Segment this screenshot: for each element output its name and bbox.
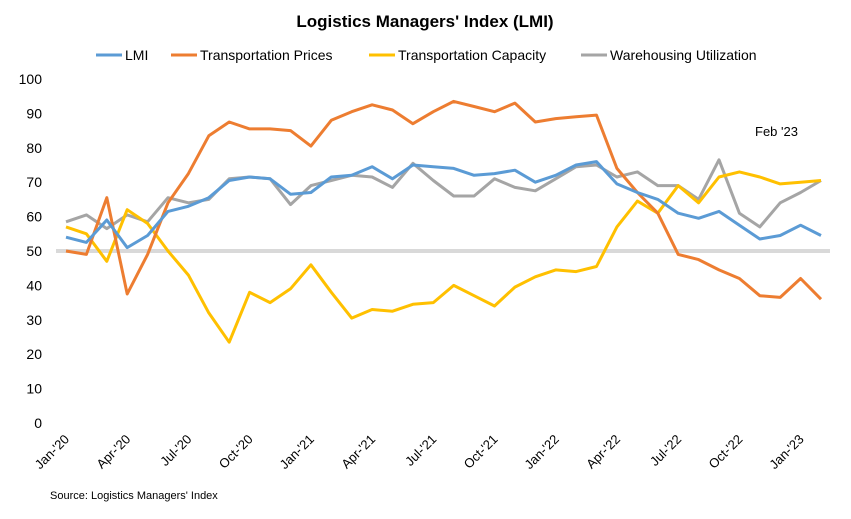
y-tick-label: 30 <box>26 312 42 328</box>
x-tick-label: Jul-'21 <box>402 432 439 469</box>
x-tick-label: Apr-'20 <box>93 432 133 472</box>
y-tick-label: 50 <box>26 243 42 259</box>
series-line-transportation-capacity <box>65 170 822 344</box>
y-tick-label: 60 <box>26 209 42 225</box>
series-line-warehousing-utilization <box>65 158 822 231</box>
source-note: Source: Logistics Managers' Index <box>50 490 218 502</box>
x-tick-label: Oct-'22 <box>706 432 746 472</box>
x-tick-label: Apr-'21 <box>338 432 378 472</box>
y-tick-label: 100 <box>19 71 43 87</box>
annotation-feb-23: Feb '23 <box>755 124 798 139</box>
y-axis: 0 10 20 30 40 50 60 70 80 90 100 <box>19 71 43 431</box>
y-tick-label: 40 <box>26 277 42 293</box>
legend-item: Transportation Prices <box>171 47 333 63</box>
legend-item: Transportation Capacity <box>369 47 546 63</box>
x-tick-label: Jan-'23 <box>766 432 806 472</box>
series-lines <box>65 99 823 344</box>
x-tick-label: Oct-'20 <box>216 432 256 472</box>
series-line-transportation-prices <box>65 99 823 301</box>
series-line-lmi <box>65 160 822 250</box>
legend-label: Warehousing Utilization <box>610 47 757 63</box>
legend-item: Warehousing Utilization <box>581 47 757 63</box>
x-axis: Jan-'20 Apr-'20 Jul-'20 Oct-'20 Jan-'21 Apr-'… <box>32 432 807 472</box>
y-tick-label: 10 <box>26 381 42 397</box>
legend: LMI Transportation Prices Transportation C… <box>96 47 757 63</box>
y-tick-label: 20 <box>26 346 42 362</box>
x-tick-label: Jul-'20 <box>157 432 194 469</box>
legend-label: LMI <box>125 47 148 63</box>
chart-title: Logistics Managers' Index (LMI) <box>296 12 553 31</box>
y-tick-label: 80 <box>26 140 42 156</box>
y-tick-label: 90 <box>26 105 42 121</box>
x-tick-label: Apr-'22 <box>583 432 623 472</box>
legend-label: Transportation Prices <box>200 47 333 63</box>
y-tick-label: 70 <box>26 174 42 190</box>
x-tick-label: Jan-'21 <box>277 432 317 472</box>
x-tick-label: Jul-'22 <box>647 432 684 469</box>
legend-item: LMI <box>96 47 148 63</box>
legend-label: Transportation Capacity <box>398 47 546 63</box>
y-tick-label: 0 <box>34 415 42 431</box>
x-tick-label: Oct-'21 <box>461 432 501 472</box>
x-tick-label: Jan-'22 <box>521 432 561 472</box>
x-tick-label: Jan-'20 <box>32 432 72 472</box>
